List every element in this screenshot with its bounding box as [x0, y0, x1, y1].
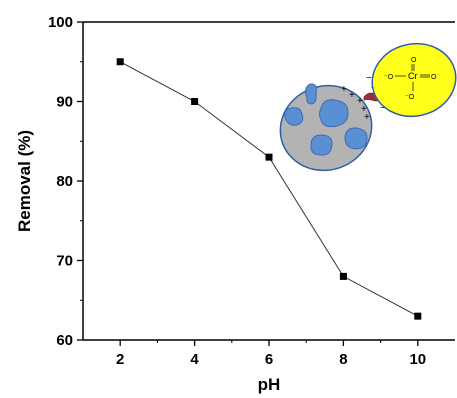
y-axis-title: Removal (%) — [15, 130, 34, 232]
x-tick-label: 10 — [409, 351, 426, 368]
pore-4 — [310, 134, 333, 156]
pore-1 — [305, 83, 317, 105]
data-point — [265, 153, 273, 161]
oxygen-right: O — [431, 74, 437, 81]
central-atom: Cr — [408, 71, 418, 81]
adsorption-illustration: + + + + + − − − − Cr O ⁻O ⁻O O — [279, 42, 457, 172]
pore-5 — [344, 127, 368, 150]
chromate-structure: Cr O ⁻O ⁻O O — [384, 57, 437, 101]
x-tick-label: 2 — [116, 351, 124, 368]
plus-charge: + — [357, 96, 363, 107]
x-tick-label: 8 — [339, 351, 347, 368]
y-tick-label: 70 — [56, 253, 73, 270]
pore-2 — [284, 107, 304, 126]
y-tick-label: 60 — [56, 332, 73, 349]
y-tick-label: 90 — [56, 94, 73, 111]
oxygen-bottom: ⁻O — [405, 94, 415, 101]
plus-charge: + — [361, 104, 367, 115]
oxygen-left: ⁻O — [384, 74, 394, 81]
x-tick-label: 6 — [265, 351, 273, 368]
adsorbent-particle — [279, 84, 373, 172]
y-tick-label: 100 — [48, 14, 73, 31]
y-ticks: 60 70 80 90 100 — [48, 14, 83, 349]
minus-charge: − — [380, 103, 386, 114]
data-point — [116, 58, 124, 66]
plus-charge: + — [349, 90, 355, 101]
series-group — [116, 58, 422, 320]
x-axis-title: pH — [258, 375, 281, 394]
data-point — [339, 272, 347, 280]
adsorbent-pores — [284, 83, 368, 156]
chromate-anion — [371, 42, 457, 118]
plus-charge: + — [341, 84, 347, 95]
minus-charge: − — [366, 73, 372, 84]
pore-3 — [319, 99, 349, 128]
plus-charge: + — [364, 112, 370, 123]
x-ticks: 2 4 6 8 10 — [116, 340, 426, 368]
data-point — [414, 312, 422, 320]
y-tick-label: 80 — [56, 173, 73, 190]
x-tick-label: 4 — [190, 351, 199, 368]
oxygen-top: O — [411, 57, 417, 64]
data-point — [191, 98, 199, 105]
